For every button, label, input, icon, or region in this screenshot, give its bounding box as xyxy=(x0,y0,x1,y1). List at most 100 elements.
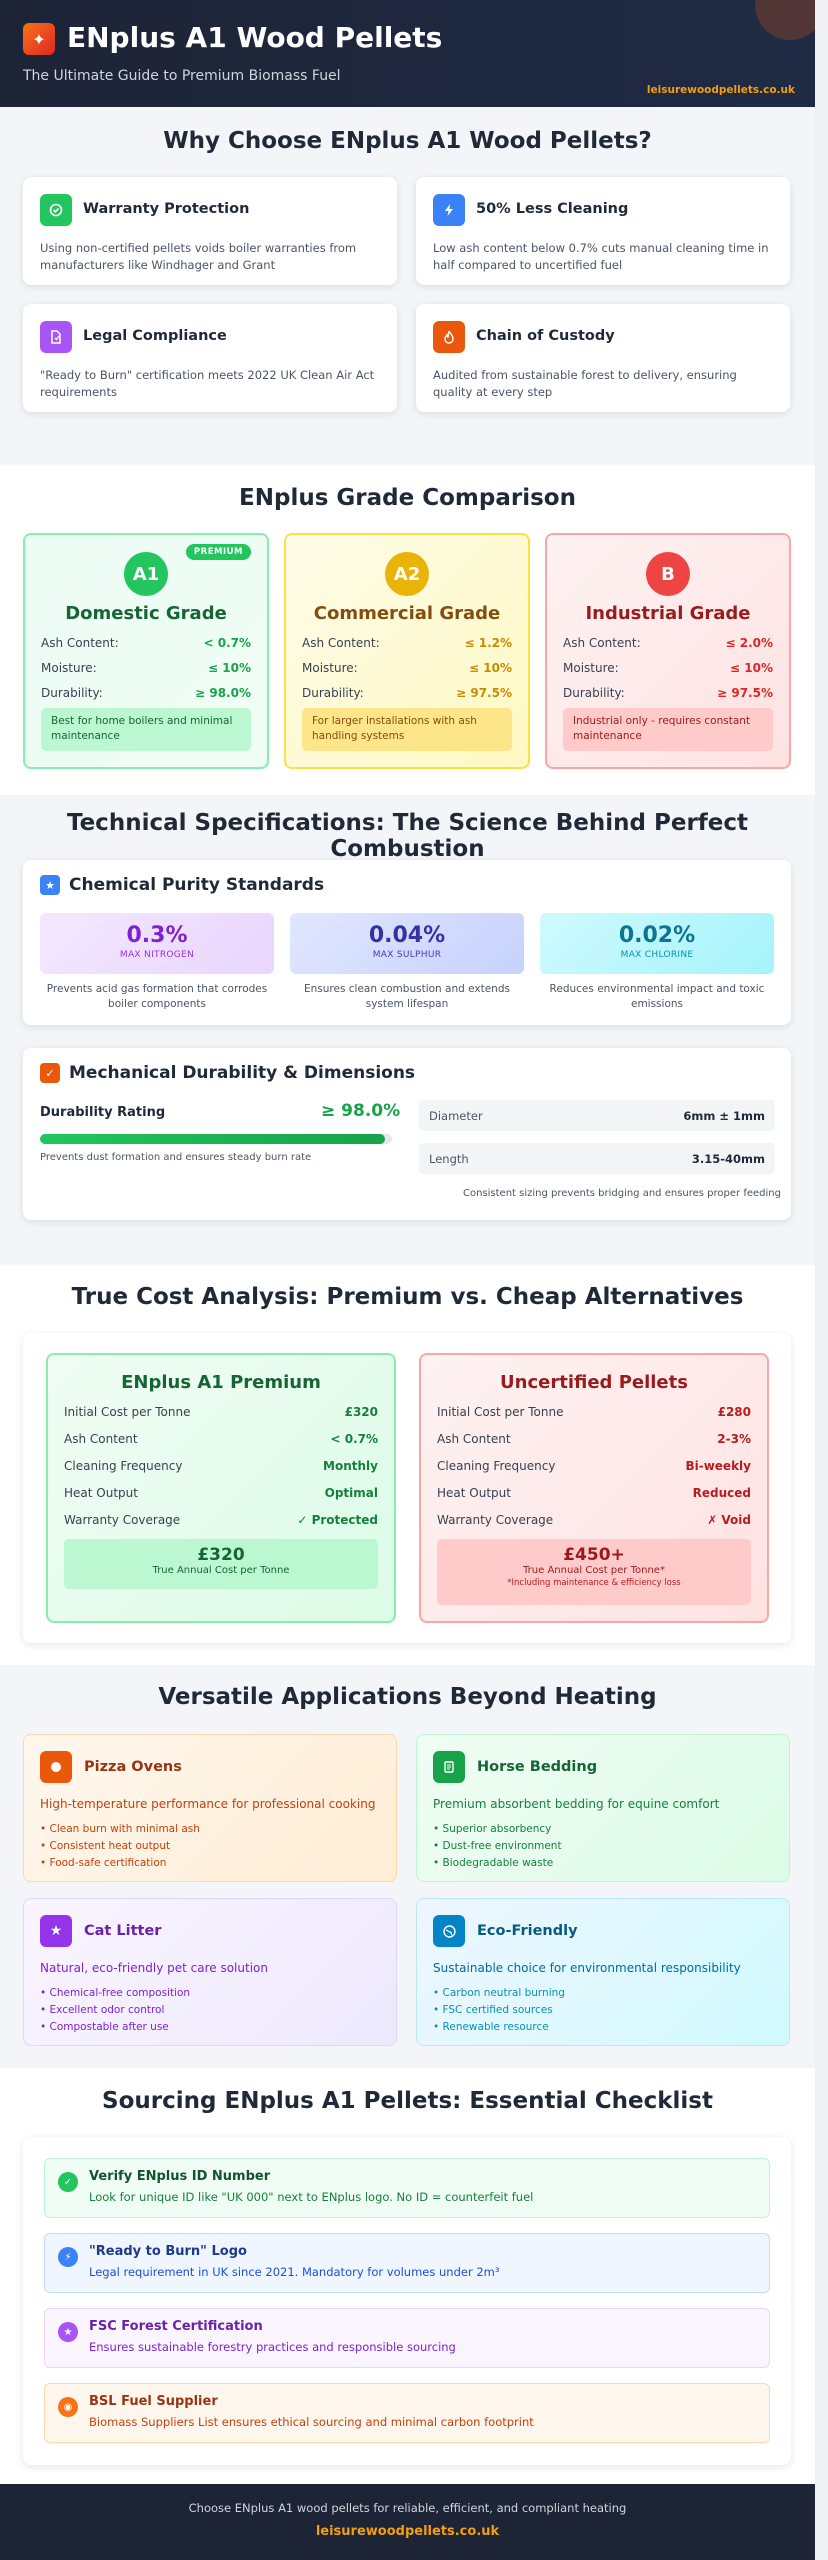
footer-text: Choose ENplus A1 wood pellets for reliab… xyxy=(188,2501,627,2515)
durability-label: Durability Rating xyxy=(40,1105,166,1120)
app-card: Pizza Ovens High-temperature performance… xyxy=(23,1734,397,1882)
grade-label: Moisture: xyxy=(302,661,358,675)
app-card: ★ Cat Litter Natural, eco-friendly pet c… xyxy=(23,1898,397,2046)
checklist-item-desc: Look for unique ID like "UK 000" next to… xyxy=(89,2190,534,2204)
app-bullets: • Carbon neutral burning • FSC certified… xyxy=(433,1985,565,2036)
app-subtitle: Premium absorbent bedding for equine com… xyxy=(433,1797,720,1811)
grade-label: Durability: xyxy=(302,686,364,700)
app-card: Eco-Friendly Sustainable choice for envi… xyxy=(416,1898,790,2046)
stat-desc: Ensures clean combustion and extends sys… xyxy=(304,983,510,1010)
grade-card-b: B Industrial Grade Ash Content: ≤ 2.0% Mo… xyxy=(545,533,791,769)
why-section: Why Choose ENplus A1 Wood Pellets? Warra… xyxy=(0,107,815,465)
grade-row: Durability: ≥ 97.5% xyxy=(302,686,512,700)
app-subtitle: Sustainable choice for environmental res… xyxy=(433,1961,741,1975)
purity-title: Chemical Purity Standards xyxy=(69,875,325,895)
length-label: Length xyxy=(429,1152,469,1166)
scrollbar[interactable] xyxy=(815,0,828,2560)
feature-card: Chain of Custody Audited from sustainabl… xyxy=(416,304,790,412)
uncertified-total: £450+ True Annual Cost per Tonne* *Inclu… xyxy=(437,1539,751,1605)
grade-name: Industrial Grade xyxy=(585,603,751,624)
grade-value: ≥ 98.0% xyxy=(195,686,251,700)
grade-note: Industrial only - requires constant main… xyxy=(563,708,773,751)
app-subtitle: Natural, eco-friendly pet care solution xyxy=(40,1961,268,1975)
grade-card-a2: A2 Commercial Grade Ash Content: ≤ 1.2% M… xyxy=(284,533,530,769)
app-bullet: • Clean burn with minimal ash xyxy=(40,1823,200,1835)
checklist-item-desc: Biomass Suppliers List ensures ethical s… xyxy=(89,2415,534,2429)
stat-desc: Prevents acid gas formation that corrode… xyxy=(46,983,268,1010)
lightning-icon: ⚡ xyxy=(58,2247,78,2267)
grade-note: Best for home boilers and minimal mainte… xyxy=(41,708,251,751)
feature-desc: Low ash content below 0.7% cuts manual c… xyxy=(433,241,769,272)
page-subtitle: The Ultimate Guide to Premium Biomass Fu… xyxy=(23,68,341,84)
grade-row: Ash Content: < 0.7% xyxy=(41,636,251,650)
uncertified-footnote: *Including maintenance & efficiency loss xyxy=(507,1578,681,1588)
cost-row-value: £320 xyxy=(344,1405,378,1419)
apps-title: Versatile Applications Beyond Heating xyxy=(158,1684,657,1710)
length-row: Length 3.15-40mm xyxy=(419,1143,775,1174)
grade-value: ≥ 97.5% xyxy=(456,686,512,700)
lightning-icon xyxy=(433,194,465,226)
feature-desc: "Ready to Burn" certification meets 2022… xyxy=(40,368,375,399)
cost-row-label: Warranty Coverage xyxy=(437,1513,554,1527)
cost-row-label: Heat Output xyxy=(64,1486,138,1500)
premium-total-value: £320 xyxy=(197,1545,245,1565)
cost-row: Initial Cost per Tonne £320 xyxy=(64,1405,378,1419)
app-bullet: • Food-safe certification xyxy=(40,1857,167,1869)
feature-title: Chain of Custody xyxy=(476,328,615,344)
header-site-link[interactable]: leisurewoodpellets.co.uk xyxy=(646,84,795,96)
grade-note: For larger installations with ash handli… xyxy=(302,708,512,751)
app-bullets: • Clean burn with minimal ash • Consiste… xyxy=(40,1821,200,1872)
cost-row: Cleaning Frequency Monthly xyxy=(64,1459,378,1473)
app-title: Horse Bedding xyxy=(477,1759,598,1775)
app-bullet: • Chemical-free composition xyxy=(40,1987,191,1999)
app-title: Eco-Friendly xyxy=(477,1923,578,1939)
grade-row: Moisture: ≤ 10% xyxy=(41,661,251,675)
stat-label: MAX SULPHUR xyxy=(372,950,442,960)
feature-title: 50% Less Cleaning xyxy=(476,201,629,217)
cost-row: Heat Output Optimal xyxy=(64,1486,378,1500)
cost-row-label: Initial Cost per Tonne xyxy=(437,1405,564,1419)
cost-row-label: Cleaning Frequency xyxy=(64,1459,183,1473)
grade-row: Durability: ≥ 98.0% xyxy=(41,686,251,700)
cost-row-value: 2-3% xyxy=(717,1432,751,1446)
cost-row-label: Initial Cost per Tonne xyxy=(64,1405,191,1419)
feature-desc: Using non-certified pellets voids boiler… xyxy=(40,241,357,272)
length-value: 3.15-40mm xyxy=(691,1152,765,1166)
checklist-item: ★ FSC Forest Certification Ensures susta… xyxy=(44,2308,770,2368)
grade-label: Moisture: xyxy=(41,661,97,675)
grade-name: Domestic Grade xyxy=(65,603,227,624)
footer-site-link[interactable]: leisurewoodpellets.co.uk xyxy=(315,2524,500,2539)
grade-value: ≤ 10% xyxy=(730,661,773,675)
grade-label: Moisture: xyxy=(563,661,619,675)
grade-card-a1: PREMIUM A1 Domestic Grade Ash Content: < … xyxy=(23,533,269,769)
premium-badge: PREMIUM xyxy=(185,544,251,560)
premium-title: ENplus A1 Premium xyxy=(121,1372,321,1393)
star-icon: ★ xyxy=(40,1915,72,1947)
grade-value: ≤ 2.0% xyxy=(725,636,773,650)
cost-row-label: Heat Output xyxy=(437,1486,511,1500)
globe-icon xyxy=(433,1915,465,1947)
document-icon xyxy=(40,321,72,353)
target-icon: ◉ xyxy=(58,2397,78,2417)
app-title: Cat Litter xyxy=(84,1923,162,1939)
uncertified-column: Uncertified Pellets Initial Cost per Ton… xyxy=(419,1353,769,1623)
app-card: Horse Bedding Premium absorbent bedding … xyxy=(416,1734,790,1882)
grade-code: A1 xyxy=(124,552,168,596)
app-bullet: • Excellent odor control xyxy=(40,2004,165,2016)
app-bullet: • Biodegradable waste xyxy=(433,1857,554,1869)
uncertified-total-label: True Annual Cost per Tonne* xyxy=(523,1565,665,1576)
grade-label: Ash Content: xyxy=(563,636,641,650)
checklist-item-title: FSC Forest Certification xyxy=(89,2319,263,2334)
grade-value: ≤ 1.2% xyxy=(464,636,512,650)
cost-row-label: Cleaning Frequency xyxy=(437,1459,556,1473)
cost-title: True Cost Analysis: Premium vs. Cheap Al… xyxy=(71,1284,744,1310)
grade-label: Ash Content: xyxy=(302,636,380,650)
feature-card: Warranty Protection Using non-certified … xyxy=(23,177,397,285)
cost-row-value: ✓ Protected xyxy=(297,1513,378,1527)
check-badge-icon: ✓ xyxy=(40,1063,60,1083)
cost-row-label: Ash Content xyxy=(64,1432,138,1446)
cost-row: Initial Cost per Tonne £280 xyxy=(437,1405,751,1419)
cost-row: Ash Content 2-3% xyxy=(437,1432,751,1446)
stat-value: 0.3% xyxy=(126,923,188,948)
